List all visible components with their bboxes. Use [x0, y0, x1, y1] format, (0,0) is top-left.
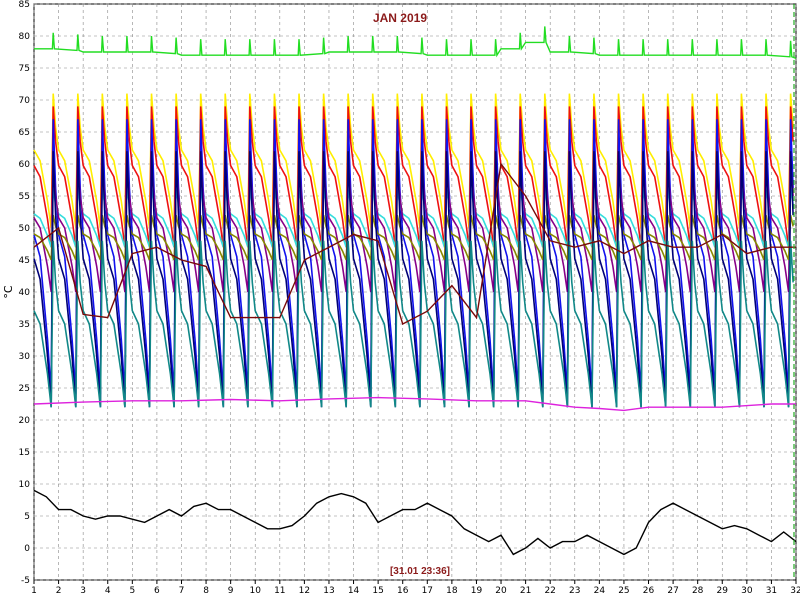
- x-tick-label: 23: [569, 586, 580, 596]
- y-tick-label: 5: [24, 512, 30, 522]
- x-tick-label: 22: [544, 586, 555, 596]
- y-tick-label: 75: [19, 64, 30, 74]
- y-tick-label: 80: [19, 32, 31, 42]
- x-tick-label: 3: [80, 586, 86, 596]
- series-line: [33, 162, 796, 326]
- x-tick-label: 27: [667, 586, 678, 596]
- x-tick-label: 5: [129, 586, 135, 596]
- x-tick-label: 29: [717, 586, 729, 596]
- y-tick-label: 70: [19, 96, 31, 106]
- y-tick-label: -5: [21, 576, 30, 586]
- x-tick-label: 32: [790, 586, 800, 596]
- x-tick-label: 31: [766, 586, 777, 596]
- x-tick-label: 25: [618, 586, 629, 596]
- x-tick-label: 26: [643, 586, 655, 596]
- cycle-series-line: [33, 119, 794, 395]
- x-tick-label: 21: [520, 586, 531, 596]
- y-tick-label: 35: [19, 320, 30, 330]
- x-tick-label: 17: [422, 586, 433, 596]
- x-tick-label: 9: [228, 586, 234, 596]
- y-tick-label: 85: [19, 0, 30, 10]
- y-tick-label: 15: [19, 448, 30, 458]
- cycle-series-group: [33, 93, 794, 408]
- x-tick-label: 15: [372, 586, 383, 596]
- y-tick-label: 50: [19, 224, 31, 234]
- series-line: [33, 489, 797, 556]
- grid: [33, 3, 797, 581]
- y-tick-label: 40: [19, 288, 31, 298]
- cycle-series-line: [33, 106, 794, 248]
- x-tick-label: 18: [446, 586, 458, 596]
- y-tick-label: 0: [24, 544, 30, 554]
- x-tick-label: 30: [741, 586, 753, 596]
- cycle-series-line: [33, 151, 794, 408]
- y-axis-label: °C: [2, 285, 15, 299]
- x-tick-label: 16: [397, 586, 409, 596]
- y-tick-label: 30: [19, 352, 31, 362]
- x-tick-label: 24: [594, 586, 606, 596]
- y-tick-label: 25: [19, 384, 30, 394]
- y-tick-label: 45: [19, 256, 30, 266]
- x-tick-label: 14: [348, 586, 360, 596]
- y-tick-label: 20: [19, 416, 31, 426]
- x-tick-label: 8: [203, 586, 209, 596]
- x-tick-label: 4: [105, 586, 111, 596]
- y-tick-label: 55: [19, 192, 30, 202]
- x-tick-label: 13: [323, 586, 334, 596]
- chart-title: JAN 2019: [373, 11, 427, 25]
- timestamp-label: [31.01 23:36]: [390, 566, 450, 577]
- x-tick-label: 7: [179, 586, 185, 596]
- x-tick-label: 19: [471, 586, 483, 596]
- x-tick-label: 11: [274, 586, 285, 596]
- x-tick-label: 6: [154, 586, 160, 596]
- series-line: [33, 396, 796, 412]
- cycle-series-line: [33, 240, 794, 408]
- x-tick-label: 10: [249, 586, 261, 596]
- y-tick-label: 65: [19, 128, 30, 138]
- x-tick-label: 28: [692, 586, 704, 596]
- x-tick-label: 2: [56, 586, 62, 596]
- cycle-series-line: [33, 215, 794, 261]
- x-tick-label: 20: [495, 586, 507, 596]
- y-tick-label: 10: [19, 480, 31, 490]
- x-tick-label: 1: [31, 586, 37, 596]
- series-group: [33, 26, 797, 556]
- cycle-series-line: [33, 93, 794, 229]
- series-line: [34, 26, 797, 60]
- y-tick-label: 60: [19, 160, 31, 170]
- x-tick-label: 12: [299, 586, 310, 596]
